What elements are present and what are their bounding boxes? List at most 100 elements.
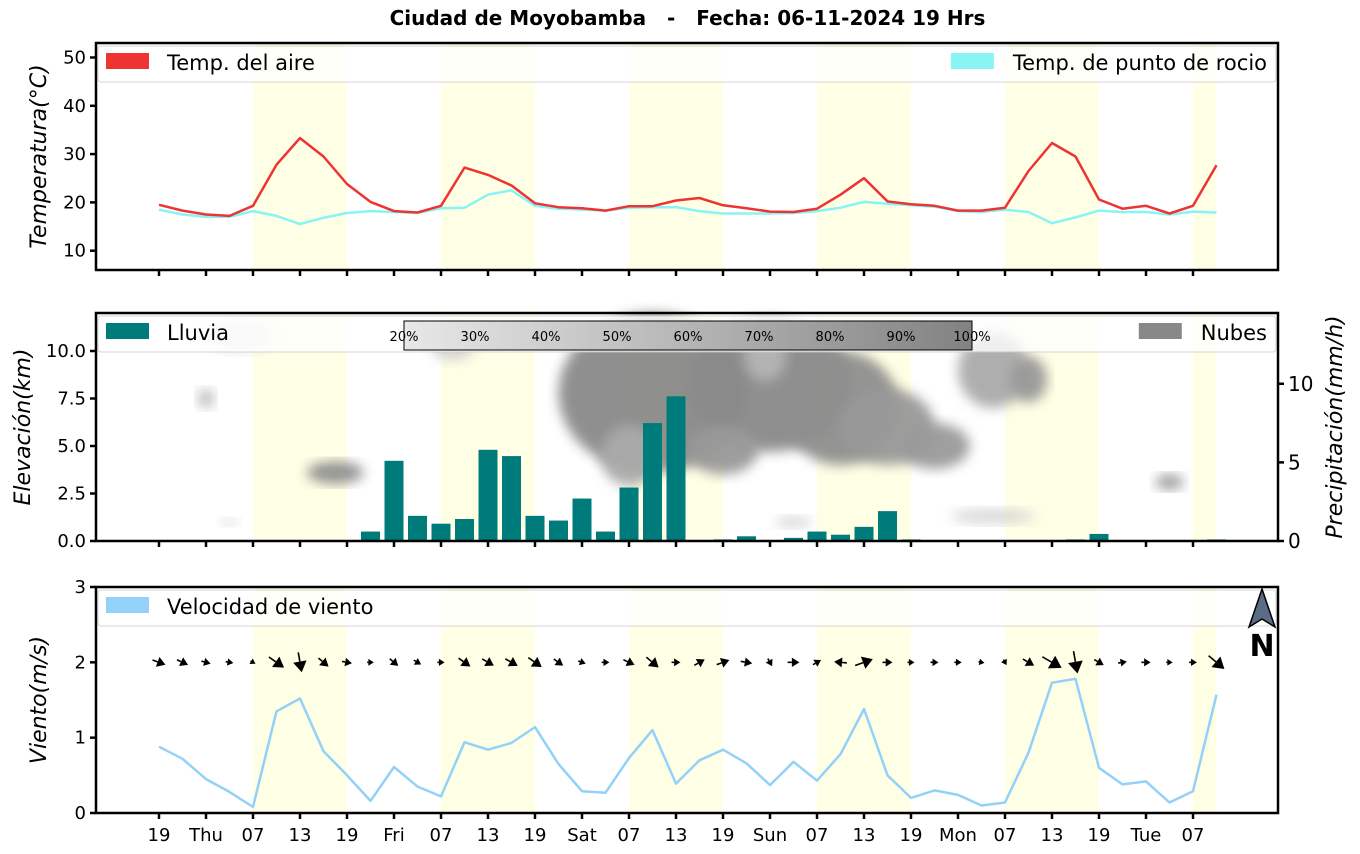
legend-clouds-swatch xyxy=(1138,323,1182,339)
wind-arrow xyxy=(1208,655,1225,669)
wind-arrow-head xyxy=(1190,658,1197,667)
wind-arrow-shaft xyxy=(458,657,464,663)
x-tick-label: 19 xyxy=(900,825,923,846)
rain-bar xyxy=(784,537,803,541)
wind-arrow xyxy=(293,652,307,673)
x-tick-label: 07 xyxy=(618,825,641,846)
wind-arrow xyxy=(930,658,939,667)
rain-bar xyxy=(431,523,451,541)
x-tick-label: 07 xyxy=(430,825,453,846)
wind-arrow-head xyxy=(203,657,211,666)
wind-arrow-shaft xyxy=(481,658,488,663)
x-tick-label: 19 xyxy=(148,825,171,846)
y-right-tick-label: 5 xyxy=(1288,450,1301,474)
wind-arrow xyxy=(978,658,985,666)
y-tick-label: 2.5 xyxy=(57,484,86,505)
wind-arrow xyxy=(578,658,586,666)
wind-arrow-shaft xyxy=(527,656,535,663)
wind-arrow xyxy=(1093,657,1104,666)
wind-arrow-head xyxy=(226,658,234,666)
rain-bar xyxy=(502,456,521,541)
y-tick-label: 7.5 xyxy=(57,389,86,410)
wind-arrow xyxy=(601,658,610,667)
wind-arrow-shaft xyxy=(413,659,417,663)
cloud-cover xyxy=(950,508,1036,524)
wind-arrow xyxy=(765,658,773,667)
x-tick-label: 07 xyxy=(1182,825,1205,846)
x-tick-label: 19 xyxy=(712,825,735,846)
wind-arrow xyxy=(834,657,847,668)
legend-rain-label: Lluvia xyxy=(167,321,229,345)
y-tick-label: 50 xyxy=(63,47,86,68)
wind-arrow-head xyxy=(908,658,915,666)
air-temp-line xyxy=(158,136,1218,218)
axes-frame xyxy=(94,41,1280,272)
rain-bar xyxy=(666,396,686,541)
wind-arrow xyxy=(1022,657,1035,666)
wind-arrow-head xyxy=(1211,656,1225,669)
north-arrow-shape xyxy=(1247,586,1277,629)
colorbar-label: 70% xyxy=(745,330,774,345)
wind-arrow xyxy=(854,656,873,669)
x-tick-label: Sun xyxy=(753,825,787,846)
cloud-colorbar xyxy=(403,320,973,351)
wind-arrow-head xyxy=(1068,660,1083,674)
north-arrow-icon: N xyxy=(1247,586,1277,664)
wind-arrow-head xyxy=(413,658,422,665)
wind-arrow-shaft xyxy=(1022,658,1028,663)
wind-arrow xyxy=(1041,655,1062,669)
wind-arrow xyxy=(389,657,399,666)
rain-bar xyxy=(361,531,380,541)
cloud-cover xyxy=(899,423,970,469)
wind-arrow xyxy=(1189,658,1197,667)
colorbar-label: 30% xyxy=(461,330,490,345)
colorbar-label: 90% xyxy=(887,330,916,345)
wind-arrow-shaft xyxy=(854,661,864,667)
wind-arrow-head xyxy=(1119,658,1127,667)
wind-arrow xyxy=(1141,658,1151,667)
wind-arrow xyxy=(458,657,471,667)
y-tick-label: 40 xyxy=(63,96,86,117)
wind-arrow-shaft xyxy=(152,659,158,663)
wind-arrow-shaft xyxy=(1093,658,1098,663)
wind-arrow-shaft xyxy=(693,662,699,667)
wind-arrow-head xyxy=(554,657,564,666)
colorbar-label: 20% xyxy=(390,330,419,345)
wind-arrow-shaft xyxy=(1041,656,1052,663)
wind-arrow-shaft xyxy=(740,660,746,663)
cloud-cover xyxy=(774,516,813,528)
wind-arrow-head xyxy=(1024,657,1035,666)
wind-arrow-shaft xyxy=(767,658,770,662)
colorbar-label: 40% xyxy=(532,330,561,345)
wind-arrow xyxy=(693,659,705,668)
y-tick-label: 20 xyxy=(63,192,86,213)
wind-arrow xyxy=(787,657,800,668)
legend-dew-point-swatch xyxy=(950,53,994,69)
wind-arrow xyxy=(504,657,518,667)
wind-arrow-head xyxy=(155,656,166,667)
cloud-cover xyxy=(307,461,364,484)
wind-arrow-head xyxy=(249,658,256,664)
wind-arrow-head xyxy=(647,657,659,668)
y-tick-label: 3 xyxy=(75,577,86,598)
wind-arrow xyxy=(268,656,285,668)
wind-arrow xyxy=(527,656,542,668)
rain-bar xyxy=(572,498,592,541)
legend-clouds-label: Nubes xyxy=(1201,321,1267,345)
page-title: Ciudad de Moyobamba - Fecha: 06-11-2024 … xyxy=(389,6,986,30)
rain-bar xyxy=(737,536,756,541)
rain-bar xyxy=(384,460,404,541)
wind-arrow-shaft xyxy=(268,656,277,663)
wind-arrow xyxy=(671,658,681,667)
rain-bar xyxy=(643,423,662,541)
wind-arrow-head xyxy=(932,658,939,667)
wind-arrow-shaft xyxy=(201,660,205,663)
wind-arrow xyxy=(623,657,635,667)
x-tick-label: 13 xyxy=(289,825,312,846)
x-tick-label: Mon xyxy=(939,825,977,846)
wind-arrow-shaft xyxy=(317,657,323,662)
wind-arrow-shaft xyxy=(1208,655,1217,663)
rain-bar xyxy=(408,515,427,541)
axes-frame xyxy=(94,311,1280,543)
